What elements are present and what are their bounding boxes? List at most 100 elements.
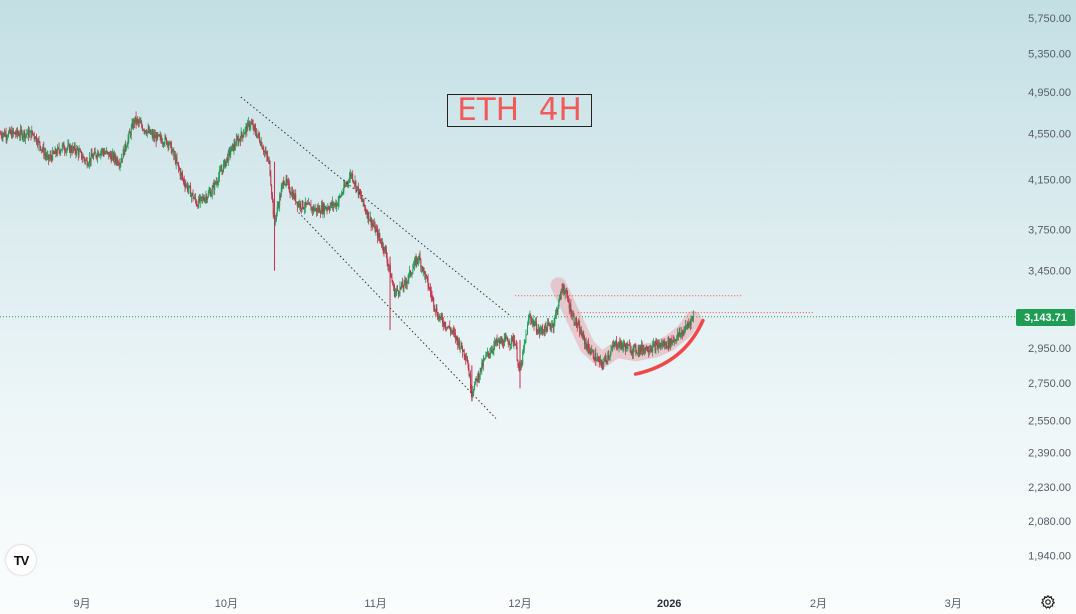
- candle-body: [327, 207, 329, 209]
- candle-body: [446, 326, 448, 329]
- candle-body: [239, 139, 241, 142]
- candle-body: [50, 155, 52, 158]
- candle-body: [534, 324, 536, 327]
- candle-body: [296, 201, 298, 207]
- candle-body: [22, 136, 24, 138]
- candle-body: [18, 134, 20, 137]
- candle-body: [95, 153, 97, 157]
- candle-body: [144, 130, 146, 132]
- candle-body: [82, 156, 84, 159]
- candle-body: [443, 322, 445, 326]
- candle-body: [170, 143, 172, 154]
- candle-body: [32, 133, 34, 135]
- candle-body: [166, 142, 168, 145]
- candle-body: [210, 193, 212, 197]
- candle-body: [682, 331, 684, 336]
- candle-body: [393, 285, 395, 297]
- candle-body: [628, 344, 630, 346]
- chart-title-box[interactable]: ETH 4H: [447, 94, 592, 127]
- candle-body: [103, 151, 105, 155]
- candle-body: [69, 146, 71, 153]
- candle-body: [685, 325, 687, 330]
- candle-body: [6, 137, 8, 139]
- settings-icon[interactable]: [1040, 594, 1056, 610]
- candle-body: [149, 129, 151, 133]
- candle-body: [138, 121, 140, 123]
- candle-body: [504, 337, 506, 339]
- candle-body: [396, 288, 398, 291]
- candle-body: [52, 151, 54, 161]
- candle-body: [44, 153, 46, 156]
- candle-body: [527, 319, 529, 325]
- candle-body: [348, 182, 350, 184]
- candle-body: [141, 122, 143, 127]
- candle-body: [693, 316, 695, 318]
- candle-body: [312, 206, 314, 211]
- candle-body: [28, 130, 30, 137]
- candle-body: [141, 126, 143, 130]
- candle-body: [213, 184, 215, 191]
- candle-body: [351, 174, 353, 176]
- candle-body: [598, 359, 600, 361]
- candle-body: [616, 340, 618, 347]
- candle-body: [216, 182, 218, 184]
- candle-body: [473, 389, 475, 392]
- candle-body: [613, 345, 615, 347]
- candle-body: [661, 344, 663, 347]
- candle-body: [421, 266, 423, 272]
- candle-body: [127, 138, 129, 145]
- candle-body: [97, 152, 99, 157]
- candle-body: [250, 122, 252, 126]
- candle-body: [298, 203, 300, 207]
- candle-body: [485, 354, 487, 359]
- candle-body: [503, 338, 505, 347]
- candle-body: [255, 128, 257, 134]
- candle-body: [653, 343, 655, 345]
- candle-body: [189, 186, 191, 188]
- candle-body: [585, 341, 587, 346]
- candle-body: [111, 155, 113, 161]
- candle-body: [319, 207, 321, 213]
- candle-body: [387, 263, 389, 265]
- candle-body: [603, 361, 605, 367]
- candle-body: [247, 122, 249, 132]
- candle-body: [255, 133, 257, 137]
- time-tick-label: 2月: [810, 598, 827, 610]
- candle-body: [242, 134, 244, 137]
- candle-body: [160, 135, 162, 140]
- candle-body: [384, 246, 386, 252]
- candle-body: [283, 181, 285, 185]
- candle-body: [557, 307, 559, 313]
- candle-body: [617, 347, 619, 349]
- candle-body: [457, 339, 459, 346]
- candle-body: [81, 158, 83, 160]
- candle-body: [563, 290, 565, 294]
- candle-body: [561, 289, 563, 291]
- candle-body: [563, 286, 565, 291]
- candle-body: [126, 144, 128, 147]
- price-tick-label: 4,550.00: [1028, 129, 1071, 141]
- candle-body: [505, 337, 507, 339]
- candle-body: [105, 151, 107, 154]
- candle-body: [597, 358, 599, 360]
- candle-body: [10, 131, 12, 134]
- candle-body: [609, 354, 611, 356]
- candle-body: [248, 122, 250, 128]
- candle-body: [344, 184, 346, 187]
- candle-body: [407, 278, 409, 282]
- candle-body: [516, 346, 518, 361]
- candle-body: [520, 362, 522, 370]
- candle-body: [354, 181, 356, 184]
- price-axis[interactable]: 5,750.00 5,350.00 4,950.00 4,550.00 4,150.00…: [1028, 13, 1071, 563]
- candle-body: [109, 153, 111, 156]
- candle-body: [76, 148, 78, 154]
- candle-body: [628, 344, 630, 346]
- tradingview-logo-icon[interactable]: TV: [6, 545, 36, 575]
- candle-body: [616, 346, 618, 348]
- time-axis[interactable]: 9月 10月 11月 12月 2026 2月 3月: [73, 598, 961, 610]
- candle-body: [218, 176, 220, 183]
- candle-body: [279, 195, 281, 197]
- candle-body: [431, 296, 433, 298]
- candle-body: [173, 149, 175, 156]
